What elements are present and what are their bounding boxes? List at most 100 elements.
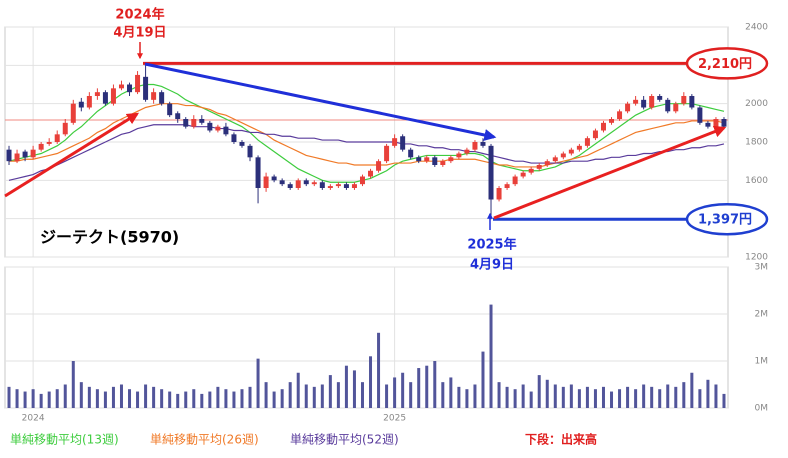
candle-body — [721, 119, 727, 127]
volume-bar — [168, 391, 172, 408]
candle-body — [713, 119, 719, 127]
volume-bar — [537, 375, 541, 408]
volume-bar — [569, 384, 573, 408]
date-annotation: 4月19日 — [113, 26, 166, 41]
volume-bar — [473, 384, 477, 408]
candle-body — [641, 99, 647, 108]
volume-bar — [722, 393, 726, 408]
candle-body — [649, 96, 655, 108]
candle-body — [705, 122, 711, 127]
y-tick-label: 2000 — [745, 99, 768, 109]
volume-bar — [352, 370, 356, 408]
volume-bar — [304, 384, 308, 408]
volume-bar — [457, 386, 461, 408]
candle-body — [46, 142, 52, 144]
candle-body — [512, 176, 518, 185]
candle-body — [576, 145, 582, 150]
volume-bar — [433, 361, 437, 408]
level-callout — [685, 202, 769, 236]
candle-body — [544, 161, 550, 165]
candle-body — [231, 134, 237, 142]
volume-bar — [489, 304, 493, 408]
candle-body — [287, 184, 293, 188]
volume-bar — [256, 358, 260, 408]
volume-bar — [192, 389, 196, 408]
volume-bar — [513, 389, 517, 408]
trend-arrow — [493, 125, 727, 220]
volume-bar — [626, 386, 630, 408]
volume-bar — [441, 382, 445, 408]
candle-body — [255, 157, 261, 188]
candle-body — [560, 153, 566, 158]
volume-bar — [698, 389, 702, 408]
level-label: 2,210円 — [698, 57, 752, 72]
candle-body — [70, 103, 76, 123]
candle-body — [440, 161, 446, 165]
candle-body — [279, 180, 285, 185]
candle-body — [351, 184, 357, 188]
volume-bar — [47, 391, 51, 408]
volume-bar — [224, 389, 228, 408]
candle-body — [552, 157, 558, 162]
volume-bar — [409, 382, 413, 408]
legend: 単純移動平均(13週) 単純移動平均(26週) 単純移動平均(52週) — [10, 433, 399, 447]
volume-bar — [658, 389, 662, 408]
candle-body — [376, 161, 382, 171]
volume-bar — [650, 386, 654, 408]
candle-body — [239, 142, 245, 146]
candle-body — [327, 186, 333, 188]
volume-bar — [610, 391, 614, 408]
candle-body — [536, 165, 542, 169]
candle-body — [110, 88, 116, 104]
legend-entry: 単純移動平均(52週) — [290, 433, 399, 447]
candle-body — [191, 119, 197, 127]
volume-bar — [240, 389, 244, 408]
volume-bar — [103, 391, 107, 408]
y-tick-label: 1200 — [745, 253, 768, 263]
candle-body — [496, 188, 502, 200]
volume-bar — [377, 332, 381, 408]
candle-body — [480, 142, 486, 146]
candle-body — [6, 149, 12, 162]
volume-bar — [401, 372, 405, 408]
candle-body — [689, 96, 695, 108]
legend-entry: 単純移動平均(13週) — [10, 433, 119, 447]
candle-body — [223, 126, 229, 135]
x-tick-label: 2024 — [22, 414, 45, 424]
volume-bar — [417, 368, 421, 408]
volume-bar — [152, 386, 156, 408]
date-annotation: 2025年 — [467, 237, 516, 253]
volume-bar — [714, 384, 718, 408]
y-tick-label: 2M — [755, 310, 769, 320]
chart-title: ジーテクト(5970) — [40, 228, 179, 247]
candle-body — [38, 143, 44, 150]
volume-bar — [369, 356, 373, 408]
candle-body — [167, 103, 173, 116]
candle-body — [295, 180, 301, 188]
candle-body — [456, 153, 462, 158]
candle-body — [697, 107, 703, 123]
y-tick-label: 1600 — [745, 176, 768, 186]
volume-bar — [128, 389, 132, 408]
volume-bar — [553, 384, 557, 408]
y-tick-label: 1800 — [745, 138, 768, 148]
level-callout — [685, 47, 769, 80]
volume-bar — [674, 386, 678, 408]
candle-body — [625, 103, 631, 112]
volume-bar — [264, 382, 268, 408]
candle-body — [151, 92, 157, 100]
y-tick-label: 0M — [755, 404, 769, 414]
volume-bar — [601, 386, 605, 408]
volume-bar — [336, 382, 340, 408]
volume-bar — [288, 382, 292, 408]
candle-body — [263, 176, 269, 188]
candle-body — [408, 149, 414, 158]
y-tick-label: 3M — [755, 263, 769, 273]
candle-body — [319, 182, 325, 188]
candle-body — [384, 145, 390, 162]
candle-body — [528, 168, 534, 173]
volume-panel — [4, 266, 729, 409]
volume-bar — [95, 389, 99, 408]
candle-body — [673, 103, 679, 112]
candle-body — [359, 176, 365, 185]
